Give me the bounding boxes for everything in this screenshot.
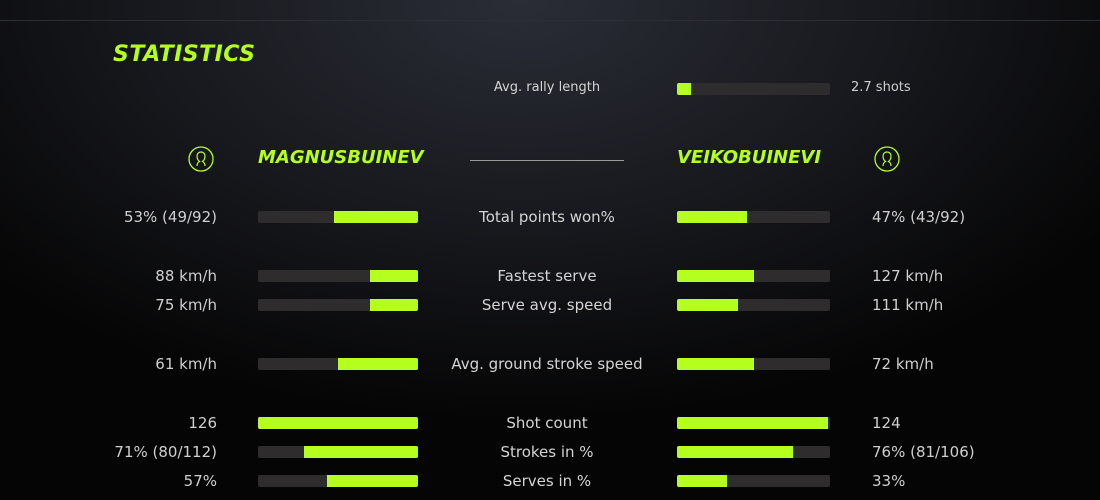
left-bar: [258, 270, 418, 282]
left-value: 75 km/h: [155, 296, 217, 314]
right-bar-fill: [677, 446, 794, 458]
stat-row: 88 km/h Fastest serve 127 km/h: [0, 267, 1100, 287]
left-value: 88 km/h: [155, 267, 217, 285]
left-value: 57%: [183, 472, 217, 490]
rally-bar: [677, 83, 830, 95]
right-bar-fill: [677, 475, 728, 487]
right-bar-fill: [677, 358, 754, 370]
rally-label: Avg. rally length: [493, 80, 601, 95]
right-bar: [677, 211, 830, 223]
right-value: 124: [872, 414, 901, 432]
left-bar-fill: [370, 299, 418, 311]
top-divider: [0, 20, 1100, 21]
stat-label: Fastest serve: [497, 267, 597, 285]
right-value: 33%: [872, 472, 906, 490]
right-value: 127 km/h: [872, 267, 944, 285]
left-bar-fill: [338, 358, 418, 370]
right-value: 76% (81/106): [872, 443, 975, 461]
stat-row: 75 km/h Serve avg. speed 111 km/h: [0, 296, 1100, 316]
right-bar-fill: [677, 211, 748, 223]
right-bar-fill: [677, 270, 754, 282]
stat-label: Shot count: [506, 414, 588, 432]
right-bar: [677, 358, 830, 370]
stat-label: Serve avg. speed: [481, 296, 613, 314]
stat-row: 61 km/h Avg. ground stroke speed 72 km/h: [0, 355, 1100, 375]
rally-row: Avg. rally length 2.7 shots: [0, 80, 1100, 100]
left-value: 61 km/h: [155, 355, 217, 373]
right-bar: [677, 270, 830, 282]
left-bar: [258, 446, 418, 458]
left-bar-fill: [334, 211, 418, 223]
right-value: 111 km/h: [872, 296, 944, 314]
right-value: 47% (43/92): [872, 208, 966, 226]
user-circle-icon: [188, 146, 214, 172]
right-bar-fill: [677, 299, 739, 311]
right-bar-fill: [677, 417, 829, 429]
left-bar-fill: [258, 417, 418, 429]
left-bar-fill: [326, 475, 418, 487]
left-value: 53% (49/92): [123, 208, 217, 226]
stat-row: 126 Shot count 124: [0, 414, 1100, 434]
left-value: 71% (80/112): [114, 443, 217, 461]
rally-bar-fill: [677, 83, 691, 95]
left-bar: [258, 417, 418, 429]
stat-row: 71% (80/112) Strokes in % 76% (81/106): [0, 443, 1100, 463]
left-bar: [258, 299, 418, 311]
right-bar: [677, 475, 830, 487]
right-bar: [677, 299, 830, 311]
stat-row: 57% Serves in % 33%: [0, 472, 1100, 492]
stat-label: Total points won%: [479, 208, 615, 226]
stat-label: Avg. ground stroke speed: [451, 355, 643, 373]
left-bar: [258, 211, 418, 223]
stat-label: Strokes in %: [500, 443, 594, 461]
right-player-name: VEIKOBUINEVI: [677, 147, 822, 168]
left-bar: [258, 358, 418, 370]
left-value: 126: [188, 414, 217, 432]
user-circle-icon: [874, 146, 900, 172]
right-bar: [677, 417, 830, 429]
left-bar-fill: [370, 270, 418, 282]
left-bar: [258, 475, 418, 487]
stat-label: Serves in %: [502, 472, 592, 490]
left-bar-fill: [304, 446, 418, 458]
rally-value: 2.7 shots: [851, 80, 911, 95]
right-value: 72 km/h: [872, 355, 934, 373]
right-bar: [677, 446, 830, 458]
stat-row: 53% (49/92) Total points won% 47% (43/92…: [0, 208, 1100, 228]
left-player-name: MAGNUSBUINEV: [258, 147, 424, 168]
header-divider: [470, 160, 624, 161]
page-title: STATISTICS: [113, 42, 256, 67]
